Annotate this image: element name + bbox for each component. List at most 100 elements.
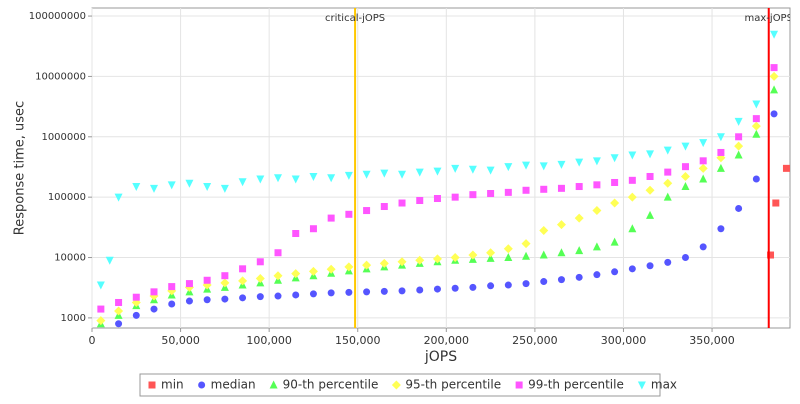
marker xyxy=(592,157,601,166)
marker xyxy=(769,71,779,81)
marker xyxy=(221,272,229,280)
marker xyxy=(416,286,424,294)
marker xyxy=(663,192,672,201)
marker xyxy=(203,296,211,304)
marker xyxy=(735,133,743,141)
marker xyxy=(610,198,620,208)
marker xyxy=(782,164,790,172)
marker xyxy=(504,253,513,262)
marker xyxy=(269,380,278,389)
marker xyxy=(432,254,442,264)
marker xyxy=(274,174,283,183)
marker xyxy=(415,168,424,177)
marker xyxy=(469,283,477,291)
marker xyxy=(611,268,619,276)
marker xyxy=(291,175,300,184)
legend-label: min xyxy=(161,378,184,392)
marker xyxy=(415,255,425,265)
marker xyxy=(540,185,548,193)
marker xyxy=(150,184,159,193)
marker xyxy=(380,203,388,211)
marker xyxy=(97,305,105,313)
marker xyxy=(752,175,760,183)
marker xyxy=(681,254,689,262)
marker xyxy=(150,305,158,313)
y-tick-label: 100000000 xyxy=(29,11,86,22)
marker xyxy=(433,195,441,203)
marker xyxy=(398,170,407,179)
marker xyxy=(398,287,406,295)
marker xyxy=(416,197,424,205)
x-tick-label: 200,000 xyxy=(424,334,470,347)
marker xyxy=(105,256,114,265)
marker xyxy=(628,224,637,233)
marker xyxy=(503,244,513,254)
marker xyxy=(628,265,636,273)
x-tick-label: 250,000 xyxy=(512,334,558,347)
y-tick-label: 1000 xyxy=(61,313,86,324)
y-tick-label: 1000000 xyxy=(41,132,86,143)
marker xyxy=(575,158,584,167)
marker xyxy=(185,179,194,188)
marker xyxy=(698,163,708,173)
reference-label: critical-jOPS xyxy=(325,13,385,24)
marker xyxy=(309,172,318,181)
marker xyxy=(752,115,760,123)
marker xyxy=(380,287,388,295)
marker xyxy=(363,207,371,215)
marker xyxy=(220,184,229,193)
marker xyxy=(344,171,353,180)
marker xyxy=(451,193,459,201)
marker xyxy=(380,169,389,178)
legend: min median 90-th percentile 95-th percentil… xyxy=(148,378,677,392)
marker xyxy=(433,167,442,176)
marker xyxy=(593,181,601,189)
x-axis-title: jOPS xyxy=(424,349,457,365)
marker xyxy=(680,171,690,181)
x-tick-label: 150,000 xyxy=(335,334,381,347)
marker xyxy=(664,168,672,176)
legend-label: 99-th percentile xyxy=(528,378,624,392)
marker xyxy=(363,288,371,296)
marker xyxy=(185,297,193,305)
marker xyxy=(699,139,708,148)
marker xyxy=(699,157,707,165)
marks: critical-jOPS max-jOPS xyxy=(96,8,790,328)
marker xyxy=(504,188,512,196)
y-tick-label: 10000000 xyxy=(35,71,86,82)
legend-label: 90-th percentile xyxy=(283,378,379,392)
marker xyxy=(539,162,548,171)
marker xyxy=(132,183,141,192)
y-tick-label: 100000 xyxy=(48,192,86,203)
marker xyxy=(239,294,247,302)
marker xyxy=(273,271,283,281)
marker xyxy=(185,280,193,288)
marker xyxy=(327,214,335,222)
marker xyxy=(628,176,636,184)
marker xyxy=(575,246,584,255)
grid xyxy=(91,8,790,328)
marker xyxy=(487,189,495,197)
marker xyxy=(308,266,318,276)
legend-label: 95-th percentile xyxy=(405,378,501,392)
marker xyxy=(274,292,282,300)
x-tick-label: 300,000 xyxy=(601,334,647,347)
marker xyxy=(256,293,264,301)
legend-label: median xyxy=(211,378,256,392)
marker xyxy=(115,298,123,306)
marker xyxy=(610,154,619,163)
marker xyxy=(239,265,247,273)
marker xyxy=(557,160,566,169)
marker xyxy=(646,262,654,270)
marker xyxy=(557,276,565,284)
marker xyxy=(734,150,743,159)
marker xyxy=(292,230,300,238)
marker xyxy=(114,193,123,202)
marker xyxy=(150,288,158,296)
marker xyxy=(203,183,212,192)
marker xyxy=(628,151,637,160)
marker xyxy=(681,142,690,151)
marker xyxy=(362,170,371,179)
marker xyxy=(557,248,566,257)
marker xyxy=(593,271,601,279)
